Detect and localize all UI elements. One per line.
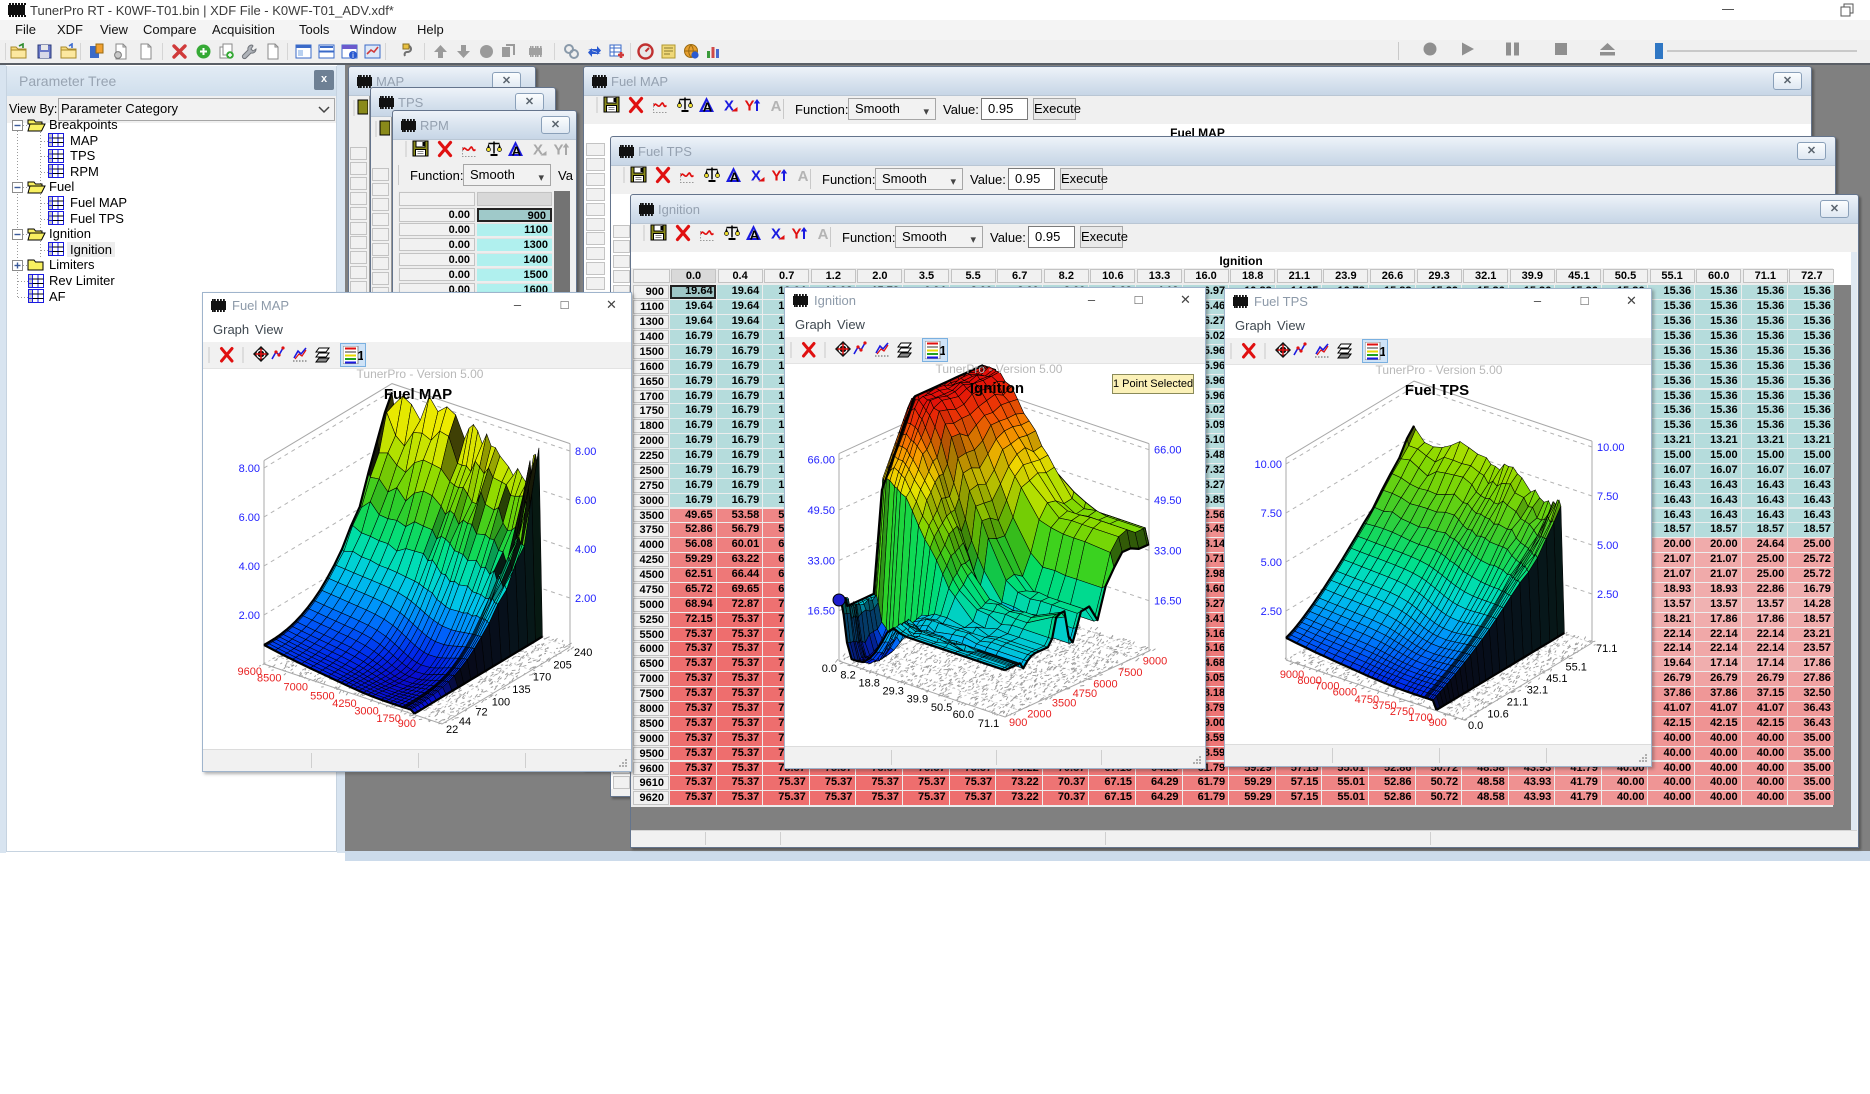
svg-text:8.00: 8.00 [575, 446, 596, 458]
svg-text:Ignition: Ignition [970, 380, 1024, 397]
svg-text:Fuel TPS: Fuel TPS [1405, 382, 1469, 399]
svg-text:A: A [512, 144, 522, 159]
svg-text:7000: 7000 [1315, 681, 1339, 693]
svg-text:18.8: 18.8 [858, 678, 879, 690]
svg-text:6000: 6000 [1093, 678, 1117, 690]
svg-text:TunerPro - Version 5.00: TunerPro - Version 5.00 [357, 369, 484, 381]
svg-text:9600: 9600 [238, 666, 262, 678]
svg-text:71.1: 71.1 [1596, 643, 1617, 655]
svg-text:50.5: 50.5 [931, 702, 952, 714]
svg-text:7.50: 7.50 [1261, 508, 1282, 520]
svg-text:1: 1 [357, 348, 363, 363]
svg-text:X: X [724, 98, 734, 115]
svg-text:8000: 8000 [1297, 675, 1321, 687]
svg-text:7500: 7500 [1118, 667, 1142, 679]
svg-text:0.0: 0.0 [1468, 720, 1483, 732]
svg-text:7000: 7000 [284, 682, 308, 694]
svg-text:5.00: 5.00 [1597, 540, 1618, 552]
svg-text:3000: 3000 [354, 705, 378, 717]
svg-text:4.00: 4.00 [575, 544, 596, 556]
svg-text:A: A [730, 170, 740, 185]
svg-text:7.50: 7.50 [1597, 491, 1618, 503]
svg-text:0.0: 0.0 [822, 663, 837, 675]
svg-text:16.50: 16.50 [1154, 596, 1182, 608]
svg-text:X: X [771, 226, 781, 243]
svg-text:2.00: 2.00 [575, 593, 596, 605]
svg-text:X: X [751, 168, 761, 185]
svg-text:2.50: 2.50 [1597, 589, 1618, 601]
svg-text:66.00: 66.00 [1154, 445, 1182, 457]
svg-text:8500: 8500 [257, 673, 281, 685]
svg-text:135: 135 [512, 684, 530, 696]
svg-text:2.00: 2.00 [239, 610, 260, 622]
svg-text:22: 22 [446, 724, 458, 736]
svg-text:4750: 4750 [1355, 694, 1379, 706]
svg-text:9000: 9000 [1280, 669, 1304, 681]
svg-text:Y: Y [771, 168, 781, 185]
svg-text:3500: 3500 [1052, 697, 1076, 709]
svg-text:10.00: 10.00 [1254, 459, 1282, 471]
svg-text:16.50: 16.50 [807, 606, 835, 618]
svg-text:8.2: 8.2 [840, 669, 855, 681]
svg-text:i: i [352, 51, 354, 60]
svg-text:9000: 9000 [1143, 656, 1167, 668]
svg-text:21.1: 21.1 [1507, 697, 1528, 709]
svg-text:4250: 4250 [332, 698, 356, 710]
svg-text:10.00: 10.00 [1597, 442, 1625, 454]
svg-text:39.9: 39.9 [907, 694, 928, 706]
svg-text:66.00: 66.00 [807, 455, 835, 467]
svg-text:A: A [771, 98, 782, 115]
svg-text:A: A [818, 226, 829, 243]
svg-text:A: A [798, 168, 809, 185]
svg-text:33.00: 33.00 [807, 555, 835, 567]
svg-text:Y: Y [553, 142, 563, 159]
svg-text:Y: Y [791, 226, 801, 243]
svg-text:10.6: 10.6 [1487, 708, 1508, 720]
svg-text:900: 900 [398, 718, 416, 730]
svg-text:71.1: 71.1 [978, 718, 999, 730]
svg-text:2000: 2000 [1027, 709, 1051, 721]
svg-text:33.00: 33.00 [1154, 545, 1182, 557]
svg-text:1750: 1750 [376, 713, 400, 725]
svg-text:TunerPro - Version 5.00: TunerPro - Version 5.00 [1376, 365, 1503, 377]
svg-text:Fuel MAP: Fuel MAP [384, 386, 452, 403]
svg-text:44: 44 [459, 716, 471, 728]
svg-text:A: A [750, 228, 760, 243]
svg-text:1700: 1700 [1408, 712, 1432, 724]
svg-text:29.3: 29.3 [882, 686, 903, 698]
svg-text:4.00: 4.00 [239, 561, 260, 573]
svg-text:49.50: 49.50 [1154, 495, 1182, 507]
svg-text:5.00: 5.00 [1261, 557, 1282, 569]
svg-text:6.00: 6.00 [575, 495, 596, 507]
svg-text:A: A [703, 100, 713, 115]
svg-text:900: 900 [1009, 717, 1027, 729]
svg-text:6.00: 6.00 [239, 512, 260, 524]
svg-text:2750: 2750 [1390, 706, 1414, 718]
svg-text:72: 72 [475, 706, 487, 718]
svg-text:100: 100 [492, 696, 510, 708]
svg-text:32.1: 32.1 [1527, 685, 1548, 697]
svg-text:240: 240 [574, 647, 592, 659]
svg-text:TunerPro - Version 5.00: TunerPro - Version 5.00 [936, 364, 1063, 376]
svg-text:1: 1 [939, 343, 945, 358]
svg-text:5500: 5500 [310, 691, 334, 703]
svg-text:8.00: 8.00 [239, 463, 260, 475]
svg-text:170: 170 [533, 672, 551, 684]
svg-text:60.0: 60.0 [953, 709, 974, 721]
svg-text:205: 205 [553, 659, 571, 671]
svg-text:45.1: 45.1 [1546, 673, 1567, 685]
svg-text:900: 900 [1429, 717, 1447, 729]
svg-text:4750: 4750 [1073, 688, 1097, 700]
svg-text:2.50: 2.50 [1261, 606, 1282, 618]
svg-text:3750: 3750 [1372, 700, 1396, 712]
svg-text:6000: 6000 [1333, 687, 1357, 699]
svg-text:55.1: 55.1 [1566, 661, 1587, 673]
svg-text:1: 1 [1379, 344, 1385, 359]
svg-text:X: X [533, 142, 543, 159]
svg-text:49.50: 49.50 [807, 505, 835, 517]
svg-text:Y: Y [744, 98, 754, 115]
